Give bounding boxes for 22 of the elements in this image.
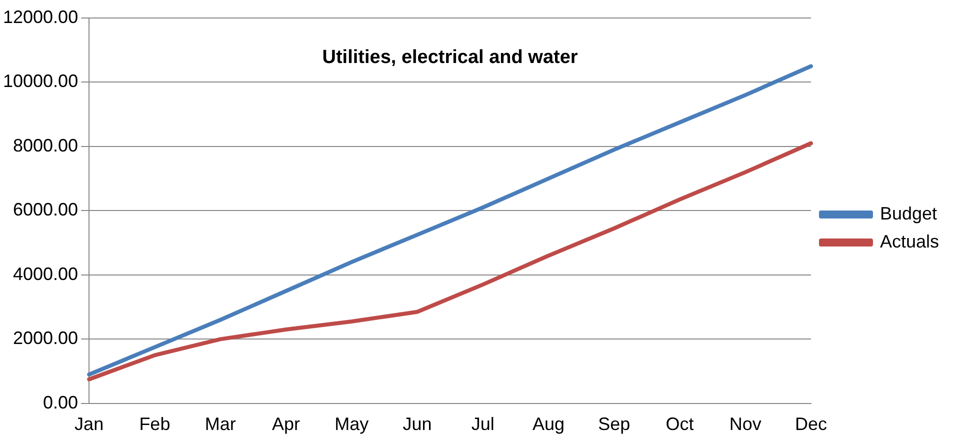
legend-label: Actuals: [880, 231, 940, 252]
x-tick-label: Jun: [402, 414, 432, 434]
x-tick-label: Nov: [729, 414, 762, 434]
y-tick-label: 2000.00: [13, 328, 78, 348]
x-tick-label: May: [334, 414, 369, 434]
y-tick-label: 12000.00: [3, 6, 78, 27]
x-tick-label: Aug: [532, 414, 564, 434]
x-tick-label: Oct: [666, 414, 694, 434]
x-tick-label: Sep: [598, 414, 630, 434]
x-tick-label: Feb: [139, 414, 170, 434]
x-tick-label: Dec: [794, 414, 827, 434]
y-tick-label: 8000.00: [13, 135, 78, 156]
text: Utilities, electrical and water: [322, 47, 578, 68]
x-tick-label: Apr: [272, 414, 300, 434]
x-tick-label: Jul: [471, 414, 494, 434]
x-tick-label: Jan: [74, 414, 104, 434]
y-tick-label: 10000.00: [3, 71, 78, 92]
y-tick-label: 0.00: [43, 392, 78, 412]
y-tick-label: 6000.00: [13, 200, 78, 220]
x-tick-label: Mar: [204, 414, 236, 434]
y-tick-label: 4000.00: [13, 264, 78, 284]
legend-label: Budget: [880, 203, 938, 224]
